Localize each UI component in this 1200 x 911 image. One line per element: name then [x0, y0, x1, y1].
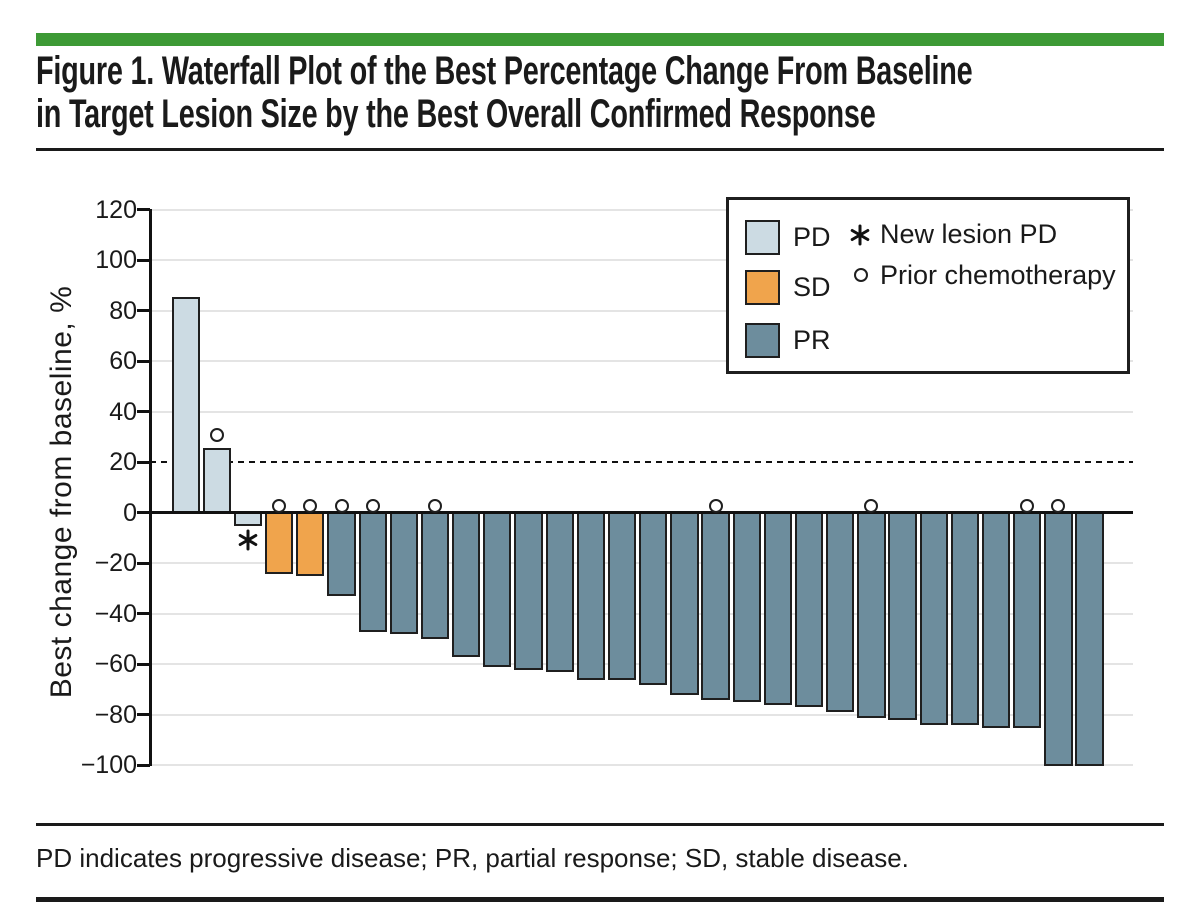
bar-patient-7-pr — [358, 511, 387, 632]
new-lesion-pd-asterisk — [238, 529, 258, 551]
bar-patient-10-pr — [452, 511, 481, 657]
prior-chemotherapy-circle — [334, 498, 349, 513]
asterisk-icon — [850, 224, 870, 246]
legend-label-sd: SD — [793, 272, 831, 302]
bar-patient-5-sd — [296, 511, 325, 577]
bar-patient-8-pr — [389, 511, 418, 635]
y-axis-tick-label: −20 — [94, 549, 137, 577]
prior-chemotherapy-circle — [864, 498, 879, 513]
y-axis-tick-label: −80 — [94, 700, 137, 729]
y-axis-tick-label: 40 — [109, 397, 137, 426]
gridline — [150, 764, 1133, 766]
bar-patient-21-pr — [794, 511, 824, 708]
bar-patient-19-pr — [732, 511, 761, 703]
prior-chemotherapy-circle — [209, 428, 224, 443]
y-axis-tick-label: 20 — [109, 448, 137, 476]
legend-label-prior-chemotherapy: Prior chemotherapy — [880, 260, 1116, 290]
y-axis-tick-label: −40 — [94, 599, 137, 628]
bar-patient-4-sd — [265, 511, 294, 574]
prior-chemotherapy-circle — [1051, 498, 1066, 513]
title-divider-rule — [36, 148, 1164, 151]
y-axis-tick-label: −100 — [80, 751, 137, 779]
y-axis-tick — [137, 662, 150, 666]
legend-swatch-pr — [745, 323, 780, 358]
bar-patient-22-pr — [826, 511, 855, 713]
reference-dashed-line — [150, 461, 1133, 463]
figure-footnote: PD indicates progressive disease; PR, pa… — [36, 843, 909, 873]
figure-title: Figure 1. Waterfall Plot of the Best Per… — [36, 50, 1087, 136]
y-axis-tick — [137, 612, 150, 615]
bar-patient-24-pr — [888, 511, 917, 721]
bar-patient-11-pr — [483, 511, 512, 668]
prior-chemotherapy-circle — [365, 498, 380, 513]
bar-patient-23-pr — [857, 511, 886, 718]
x-axis-baseline — [150, 511, 1133, 514]
y-axis-tick — [137, 561, 150, 565]
y-axis-tick-label: 100 — [95, 246, 137, 274]
legend-label-pr: PR — [793, 325, 831, 355]
y-axis-tick — [137, 309, 150, 312]
bar-patient-30-pr — [1075, 511, 1104, 766]
bar-patient-9-pr — [420, 511, 450, 640]
legend-label-pd: PD — [793, 222, 831, 252]
gridline — [150, 713, 1133, 716]
prior-chemotherapy-circle — [1020, 498, 1035, 513]
y-axis-tick-label: −60 — [94, 650, 137, 678]
y-axis-tick — [137, 511, 150, 514]
bar-patient-12-pr — [514, 511, 543, 670]
legend: PD SD PR New lesion PD Prior chemotherap… — [726, 197, 1130, 374]
bar-patient-17-pr — [670, 511, 699, 695]
bar-patient-28-pr — [1013, 511, 1042, 728]
accent-top-bar — [36, 33, 1164, 46]
figure-title-line1: Figure 1. Waterfall Plot of the Best Per… — [36, 49, 973, 93]
legend-swatch-sd — [745, 270, 780, 305]
y-axis-tick-label: 0 — [123, 498, 137, 527]
y-axis-tick — [137, 713, 150, 716]
gridline — [150, 309, 1133, 312]
gridline — [150, 208, 1133, 211]
y-axis-tick — [137, 258, 150, 262]
footnote-top-rule — [36, 823, 1164, 826]
legend-label-new-lesion-pd: New lesion PD — [880, 219, 1058, 249]
circle-marker-icon — [854, 268, 868, 282]
bar-patient-27-pr — [981, 511, 1011, 728]
prior-chemotherapy-circle — [708, 498, 723, 513]
bar-patient-13-pr — [545, 511, 574, 673]
figure-bottom-rule — [36, 897, 1164, 902]
prior-chemotherapy-circle — [428, 498, 442, 513]
y-axis-tick — [137, 359, 150, 363]
y-axis-tick-label: 80 — [109, 296, 137, 325]
gridline — [150, 410, 1133, 413]
bar-patient-29-pr — [1044, 511, 1073, 766]
gridline — [150, 259, 1133, 261]
bar-patient-1-pd — [171, 296, 200, 514]
bar-patient-15-pr — [607, 511, 637, 680]
y-axis-line — [149, 208, 152, 766]
prior-chemotherapy-circle — [272, 498, 287, 513]
bar-patient-16-pr — [639, 511, 668, 685]
y-axis-tick — [137, 410, 150, 413]
bar-patient-6-pr — [327, 511, 356, 597]
y-axis-tick-label: 60 — [109, 347, 137, 375]
y-axis-tick — [137, 460, 150, 464]
bar-patient-25-pr — [919, 511, 948, 726]
bar-patient-2-pd — [202, 448, 231, 514]
y-axis-tick — [137, 763, 150, 767]
gridline — [150, 360, 1133, 362]
bar-patient-14-pr — [576, 511, 605, 680]
y-axis-tick-label: 120 — [95, 195, 137, 224]
bar-patient-26-pr — [950, 511, 980, 726]
y-axis-tick — [137, 208, 150, 211]
prior-chemotherapy-circle — [303, 498, 318, 513]
figure-title-line2: in Target Lesion Size by the Best Overal… — [36, 92, 876, 136]
bar-patient-20-pr — [763, 511, 793, 705]
bar-patient-18-pr — [701, 511, 730, 700]
legend-swatch-pd — [745, 220, 780, 255]
